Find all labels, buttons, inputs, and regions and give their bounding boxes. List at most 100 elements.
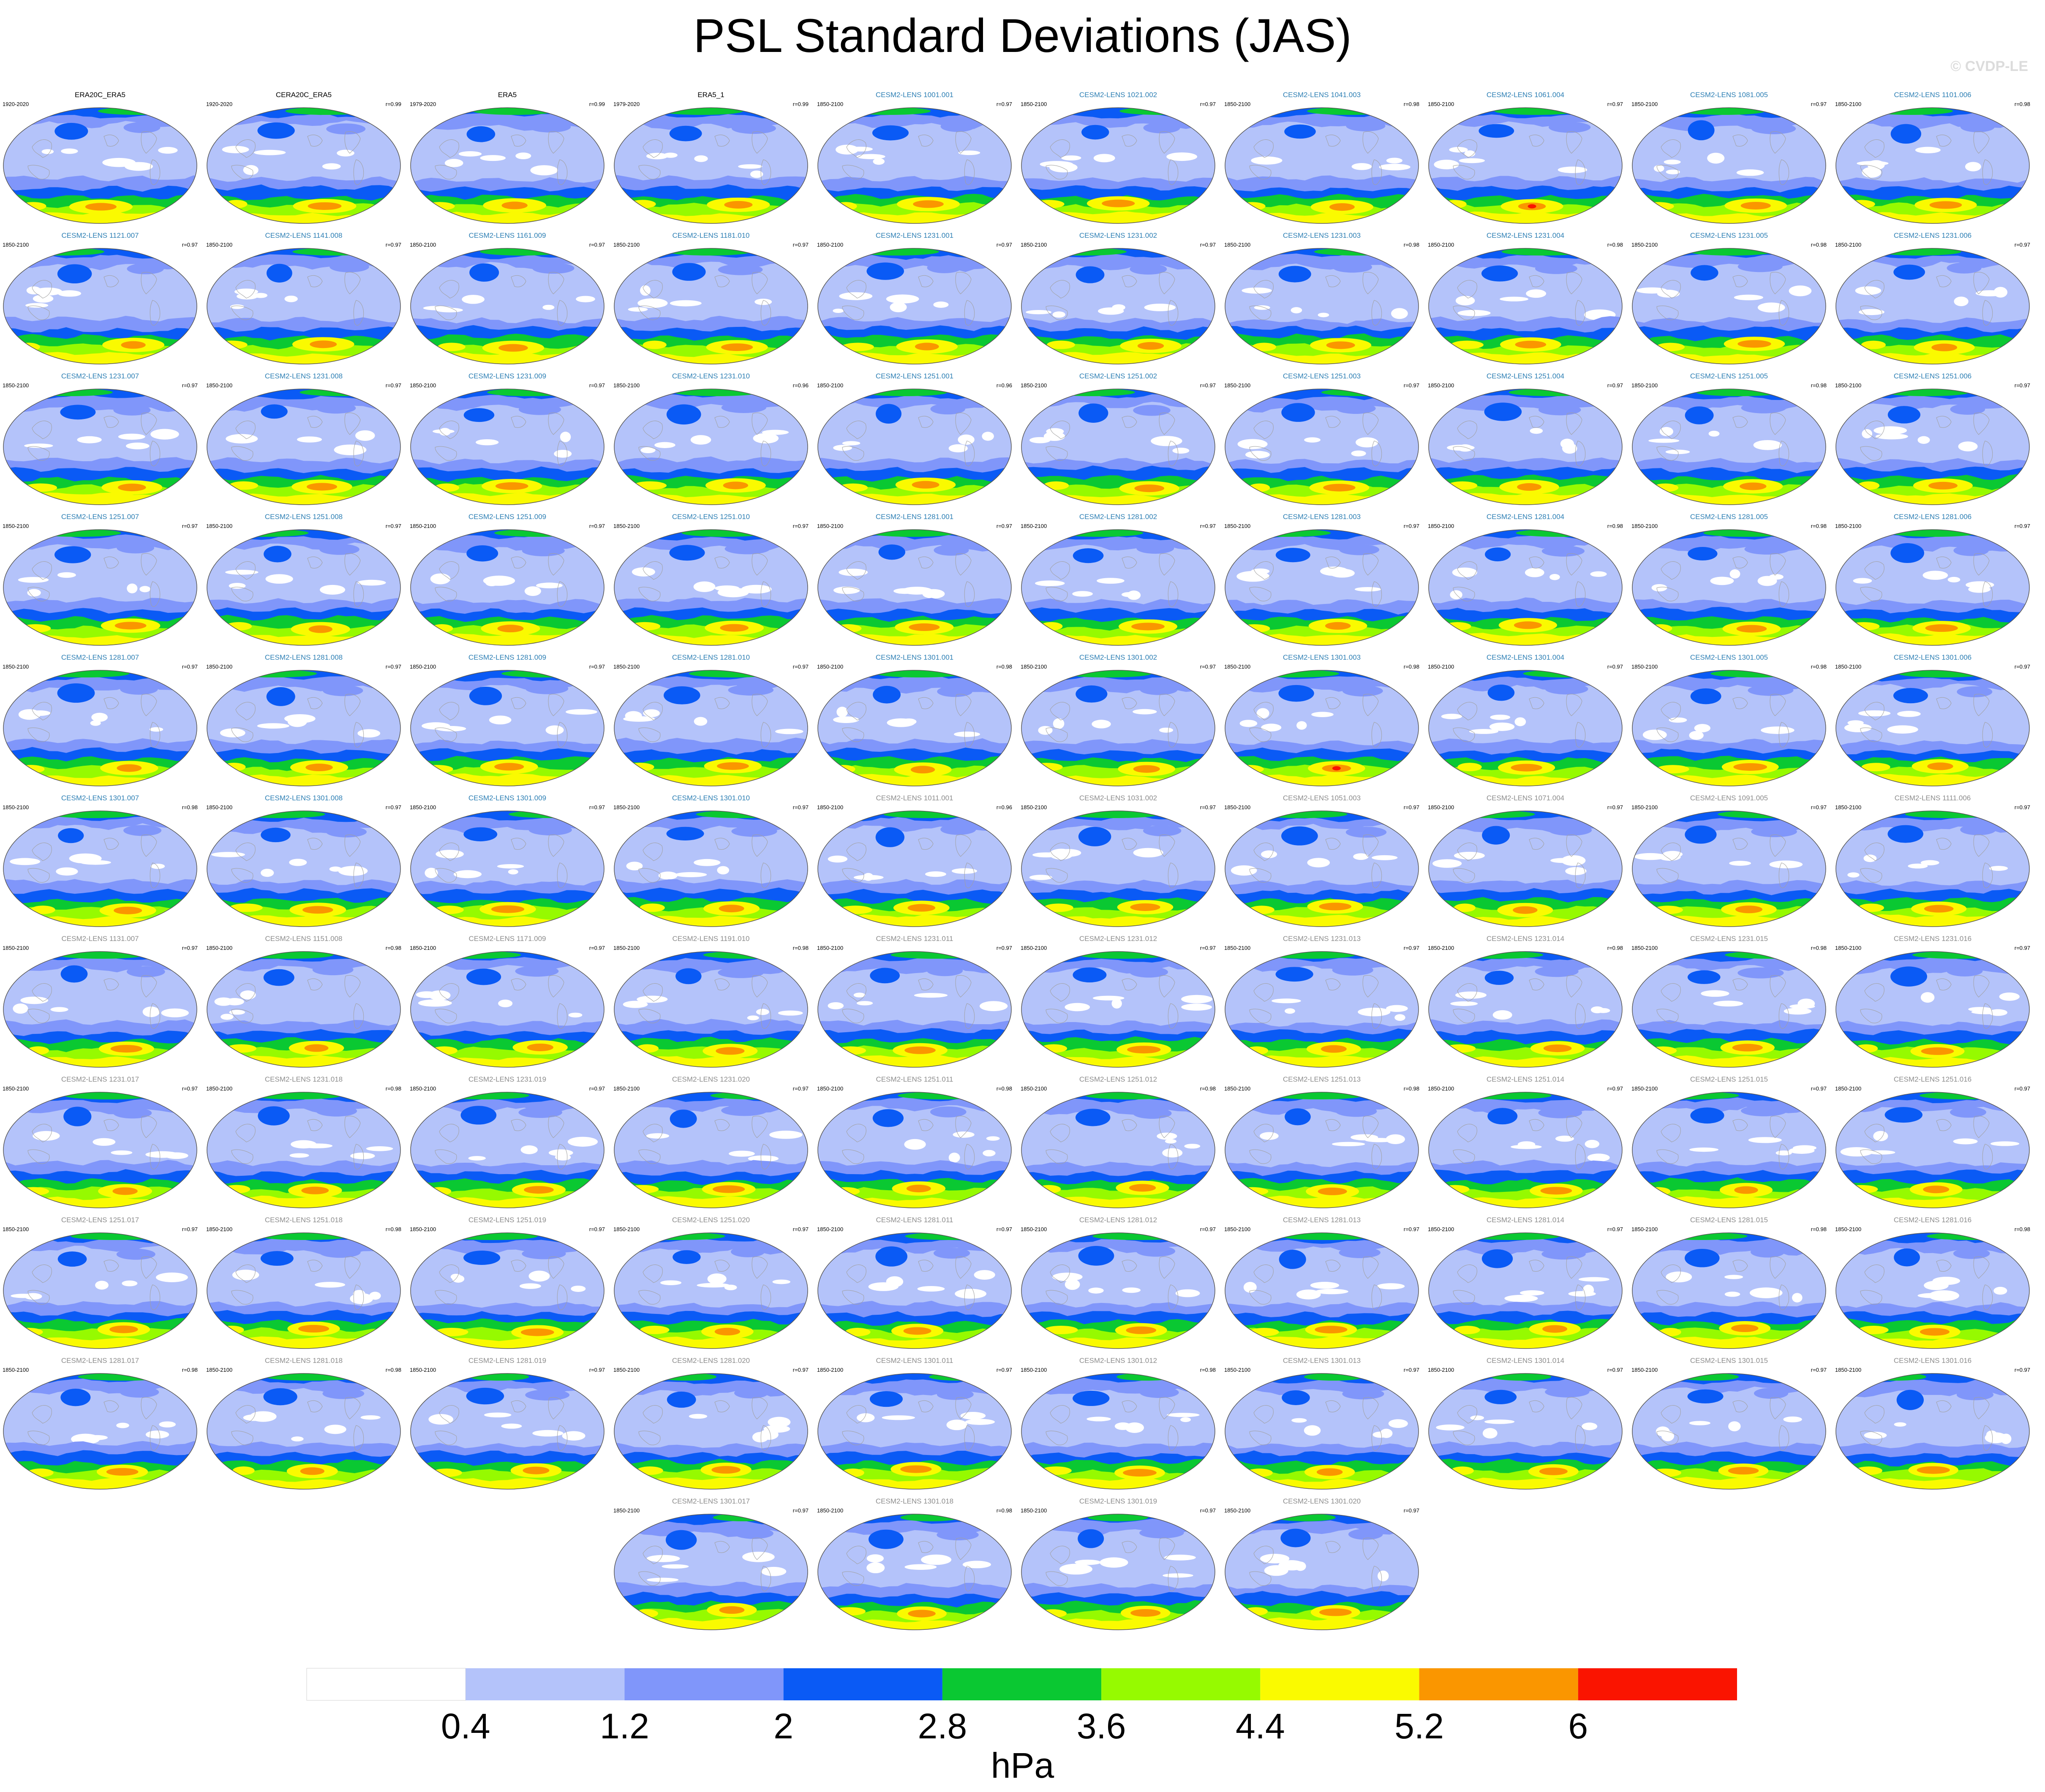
psl-contour-band — [662, 1564, 689, 1569]
coastline — [1046, 1009, 1068, 1023]
coastline — [955, 1397, 972, 1419]
psl-contour-band — [856, 154, 885, 159]
psl-contour-band — [34, 287, 63, 296]
coastline — [1529, 416, 1544, 428]
psl-contour-band — [1689, 1147, 1719, 1152]
coastline — [1122, 1400, 1137, 1412]
coastline — [439, 983, 459, 1002]
map-outline — [207, 951, 401, 1068]
psl-contour-band — [937, 1529, 979, 1541]
panel-pattern-correlation: r=0.98 — [182, 804, 198, 810]
psl-contour-band — [1225, 915, 1419, 927]
psl-contour-band — [673, 1250, 701, 1264]
psl-contour-band — [626, 862, 643, 870]
psl-contour-band — [1642, 202, 1674, 211]
psl-contour-band — [646, 152, 668, 160]
psl-contour-band — [1075, 1559, 1101, 1565]
psl-contour-band — [524, 1186, 554, 1194]
psl-contour-band — [1890, 124, 1921, 144]
psl-contour-band — [1587, 1153, 1610, 1162]
coastline — [1770, 1115, 1786, 1138]
psl-contour-band — [498, 999, 513, 1007]
psl-contour-band — [120, 683, 158, 695]
psl-contour-band — [632, 567, 655, 576]
coastline — [918, 1541, 934, 1553]
coastline — [557, 581, 568, 607]
psl-contour-band — [91, 712, 108, 722]
psl-contour-band — [666, 404, 701, 425]
psl-contour-band — [466, 545, 498, 562]
psl-contour-band — [628, 307, 648, 312]
map-outline — [817, 248, 1012, 364]
map-panel: CESM2-LENS 1251.003 1850-2100 r=0.97 — [1223, 372, 1421, 507]
panel-pattern-correlation: r=0.97 — [589, 1367, 605, 1373]
coastline — [1770, 272, 1786, 294]
panel-pattern-correlation: r=0.97 — [2014, 1367, 2030, 1373]
psl-contour-band — [1325, 622, 1351, 630]
panel-pattern-correlation: r=0.98 — [1403, 664, 1419, 670]
colorbar-swatch — [624, 1668, 784, 1700]
map-outline — [1428, 1232, 1623, 1349]
panel-title: CESM2-LENS 1281.004 — [1486, 513, 1565, 521]
psl-contour-band — [669, 125, 702, 141]
coastline — [150, 441, 161, 466]
coastline — [557, 1003, 568, 1029]
map-outline — [614, 1232, 808, 1349]
psl-contour-band — [411, 773, 604, 786]
psl-contour-band — [1052, 1273, 1083, 1281]
psl-contour-band — [1481, 265, 1518, 282]
coastline — [1159, 975, 1175, 998]
map-outline — [3, 810, 197, 927]
psl-contour-band — [93, 1138, 116, 1146]
panel-pattern-correlation: r=0.98 — [385, 1085, 401, 1092]
psl-contour-band — [310, 340, 337, 348]
psl-contour-band — [1659, 427, 1674, 436]
psl-contour-band — [629, 200, 656, 209]
coastline — [1325, 134, 1341, 147]
coastline — [150, 722, 161, 748]
psl-contour-band — [1487, 684, 1515, 701]
psl-contour-band — [207, 634, 400, 645]
psl-contour-band — [24, 483, 57, 492]
panel-pattern-correlation: r=0.98 — [2014, 101, 2030, 107]
psl-map — [614, 951, 808, 1068]
coastline — [846, 561, 866, 580]
map-panel: CESM2-LENS 1301.013 1850-2100 r=0.97 — [1223, 1357, 1421, 1492]
psl-contour-band — [1143, 122, 1180, 133]
colorbar-swatch — [1578, 1668, 1737, 1700]
panel-pattern-correlation: r=0.97 — [182, 664, 198, 670]
map-panel: CESM2-LENS 1051.003 1850-2100 r=0.97 — [1223, 794, 1421, 929]
psl-contour-band — [1078, 1246, 1114, 1266]
coastline — [435, 1290, 457, 1305]
psl-contour-band — [1441, 713, 1462, 719]
panel-period: 1850-2100 — [1631, 1085, 1658, 1092]
psl-contour-band — [1858, 1326, 1889, 1335]
panel-title: CESM2-LENS 1041.003 — [1283, 91, 1361, 99]
psl-contour-band — [1737, 261, 1783, 272]
coastline — [714, 1541, 730, 1553]
colorbar-swatch — [306, 1668, 466, 1701]
coastline — [1656, 1009, 1679, 1023]
psl-contour-band — [1484, 1390, 1517, 1404]
coastline — [1249, 587, 1272, 601]
psl-contour-band — [723, 481, 749, 489]
psl-contour-band — [1989, 866, 2008, 871]
psl-map — [1021, 248, 1215, 364]
map-outline — [1021, 670, 1215, 786]
coastline — [846, 843, 866, 861]
coastline — [1864, 843, 1884, 861]
psl-contour-band — [1236, 571, 1270, 582]
psl-contour-band — [731, 123, 776, 134]
coastline — [231, 868, 253, 883]
psl-contour-band — [1272, 998, 1301, 1003]
psl-contour-band — [778, 1010, 803, 1016]
psl-contour-band — [1078, 952, 1168, 959]
psl-contour-band — [1840, 1147, 1873, 1157]
panel-period: 1850-2100 — [613, 1367, 640, 1373]
coastline — [1159, 553, 1175, 576]
psl-contour-band — [316, 1105, 357, 1117]
psl-contour-band — [1451, 340, 1484, 349]
map-panel: CESM2-LENS 1231.019 1850-2100 r=0.97 — [408, 1075, 607, 1210]
panel-title: CESM2-LENS 1141.008 — [265, 231, 343, 239]
coastline — [1656, 1149, 1679, 1164]
